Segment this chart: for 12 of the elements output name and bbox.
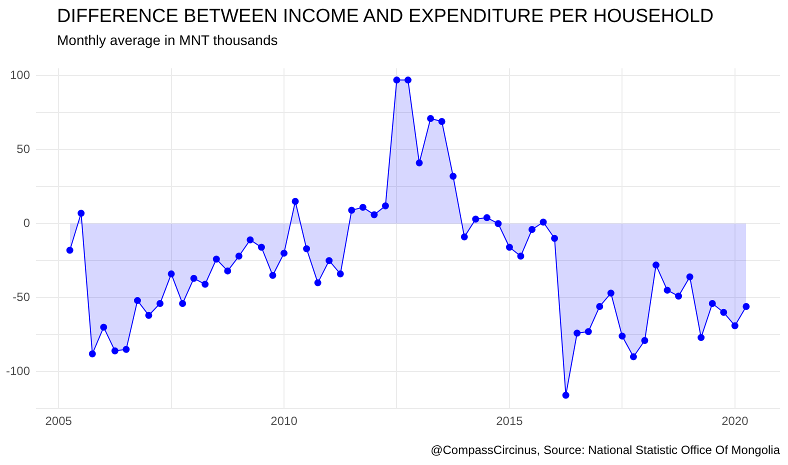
y-tick-label: -100: [6, 364, 30, 378]
x-tick-label: 2005: [45, 414, 72, 428]
y-tick-label: 50: [16, 142, 30, 156]
y-tick-label: 0: [23, 216, 30, 230]
x-tick-label: 2010: [270, 414, 298, 428]
chart-title: DIFFERENCE BETWEEN INCOME AND EXPENDITURE PER HOUSEHOLD: [57, 6, 714, 28]
y-tick-label: 100: [10, 68, 30, 82]
x-tick-label: 2015: [496, 414, 524, 428]
x-tick-label: 2020: [722, 414, 749, 428]
y-tick-label: -50: [12, 290, 30, 304]
text: @CompassCircinus, Source: National Statistic Office Of Mongolia: [430, 443, 780, 457]
chart-subtitle: Monthly average in MNT thousands: [57, 32, 278, 48]
